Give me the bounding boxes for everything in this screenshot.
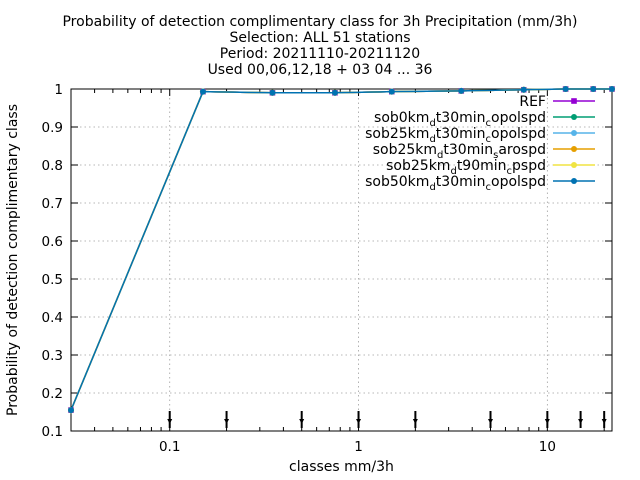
x-tick-label: 10: [539, 439, 556, 455]
legend-entry-5: sob25kmdt90mincpspd: [386, 158, 595, 177]
data-point: [269, 89, 276, 96]
legend: REFsob0kmdt30mincopolspdsob25kmdt30minco…: [365, 94, 595, 193]
y-tick-label: 0.8: [42, 158, 63, 174]
legend-swatch-marker: [571, 162, 577, 168]
series: [68, 86, 615, 414]
data-point: [199, 88, 206, 95]
legend-entry-1: REF: [519, 94, 595, 110]
y-tick-label: 1: [54, 82, 63, 98]
class-limit-marker: [167, 411, 173, 428]
series-6: [68, 86, 615, 414]
data-point: [590, 86, 597, 92]
legend-label: sob50kmdt30mincopolspd: [365, 174, 546, 193]
class-limit-marker: [224, 411, 230, 428]
legend-entry-3: sob25kmdt30mincopolspd: [365, 126, 595, 145]
class-limit-marker: [488, 411, 494, 428]
chart-title: Probability of detection complimentary c…: [62, 14, 577, 78]
x-tick-label: 1: [354, 439, 363, 455]
class-limit-markers: [167, 411, 607, 428]
x-axis-label: classes mm/3h: [289, 459, 394, 475]
data-point: [331, 89, 338, 96]
y-tick-label: 0.1: [42, 424, 63, 440]
y-axis-label: Probability of detection complimentary c…: [5, 104, 21, 416]
class-limit-marker: [601, 411, 607, 428]
y-tick-label: 0.5: [42, 272, 63, 288]
grid: [71, 89, 612, 431]
title-line-1: Probability of detection complimentary c…: [62, 14, 577, 30]
legend-swatch-marker: [571, 146, 577, 152]
title-line-3: Period: 20211110-20211120: [220, 46, 420, 62]
y-tick-label: 0.7: [42, 196, 63, 212]
data-point: [458, 87, 465, 94]
class-limit-marker: [299, 411, 305, 428]
y-tick-label: 0.4: [42, 310, 63, 326]
data-point: [520, 86, 527, 93]
y-tick-label: 0.2: [42, 386, 63, 402]
legend-label: sob25kmdt30minsarospd: [373, 142, 546, 161]
legend-entry-6: sob50kmdt30mincopolspd: [365, 174, 595, 193]
legend-entry-4: sob25kmdt30minsarospd: [373, 142, 595, 161]
x-tick-label: 0.1: [159, 439, 180, 455]
legend-label: sob0kmdt30mincopolspd: [374, 110, 546, 129]
series-line: [70, 88, 612, 411]
y-tick-label: 0.9: [42, 120, 63, 136]
class-limit-marker: [544, 411, 550, 428]
title-line-4: Used 00,06,12,18 + 03 04 ... 36: [208, 62, 433, 78]
plot-frame: [70, 88, 613, 432]
y-tick-label: 0.6: [42, 234, 63, 250]
class-limit-marker: [578, 411, 584, 428]
legend-label: sob25kmdt30mincopolspd: [365, 126, 546, 145]
y-tick-label: 0.3: [42, 348, 63, 364]
data-point: [562, 86, 569, 92]
data-point: [609, 86, 615, 92]
legend-label: sob25kmdt90mincpspd: [386, 158, 546, 177]
class-limit-marker: [412, 411, 418, 428]
data-point: [388, 88, 395, 95]
data-point: [68, 407, 74, 414]
legend-swatch-marker: [571, 178, 577, 184]
legend-swatch-marker: [571, 114, 577, 120]
legend-swatch-marker: [571, 98, 577, 104]
title-line-2: Selection: ALL 51 stations: [229, 30, 410, 46]
legend-swatch-marker: [571, 130, 577, 136]
axes: 0.1 0.2 0.3 0.4 0.5 0.6 0.7 0.8 0.9 1 0.1 1 10: [42, 82, 613, 455]
legend-entry-2: sob0kmdt30mincopolspd: [374, 110, 595, 129]
class-limit-marker: [356, 411, 362, 428]
legend-label: REF: [519, 94, 546, 110]
